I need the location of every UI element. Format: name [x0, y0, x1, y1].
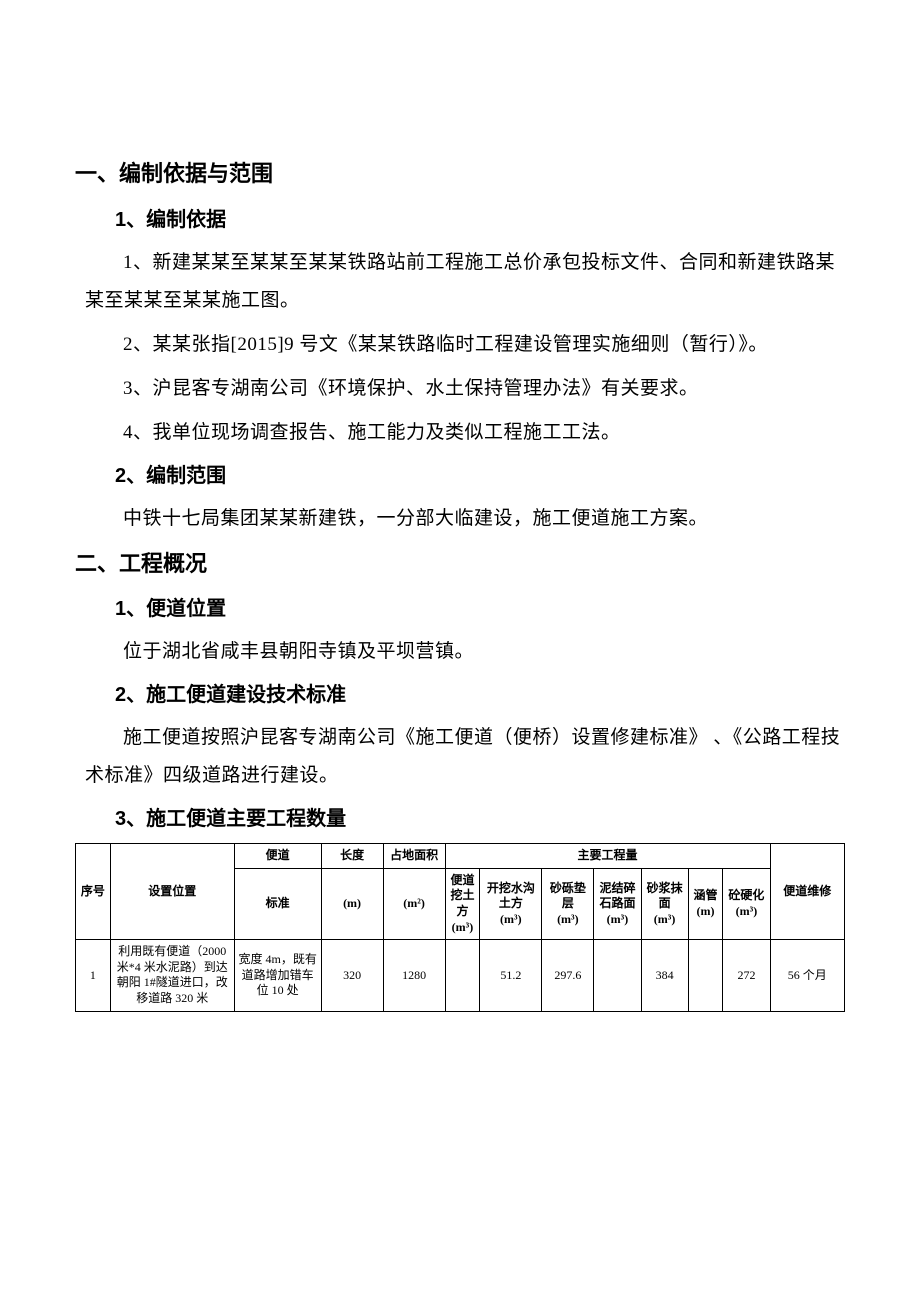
- cell-maintenance: 56 个月: [770, 940, 845, 1011]
- th-standard: 标准: [234, 868, 321, 939]
- cell-standard: 宽度 4m，既有道路增加错车位 10 处: [234, 940, 321, 1011]
- quantity-table: 序号 设置位置 便道 长度 占地面积 主要工程量 便道维修 标准 (m) (m²…: [75, 843, 845, 1011]
- cell-length: 320: [321, 940, 383, 1011]
- th-road: 便道: [234, 844, 321, 869]
- section1-sub1-item3: 3、沪昆客专湖南公司《环境保护、水土保持管理办法》有关要求。: [85, 370, 845, 408]
- section1-sub1-title: 1、编制依据: [115, 202, 845, 238]
- cell-location: 利用既有便道（2000 米*4 米水泥路）到达朝阳 1#隧道进口，改移道路 32…: [110, 940, 234, 1011]
- table-row: 1 利用既有便道（2000 米*4 米水泥路）到达朝阳 1#隧道进口，改移道路 …: [76, 940, 845, 1011]
- section1-sub2-title: 2、编制范围: [115, 458, 845, 494]
- cell-mortar: 384: [641, 940, 688, 1011]
- section2-sub2-title: 2、施工便道建设技术标准: [115, 677, 845, 713]
- cell-seq: 1: [76, 940, 111, 1011]
- cell-excavate: [445, 940, 480, 1011]
- section1-sub1-item1: 1、新建某某至某某至某某铁路站前工程施工总价承包投标文件、合同和新建铁路某某至某…: [85, 244, 845, 320]
- th-excavate: 便道挖土方(m³): [445, 868, 480, 939]
- th-area-unit: (m²): [383, 868, 445, 939]
- th-ditch: 开挖水沟土方(m³): [480, 868, 542, 939]
- cell-mud: [594, 940, 641, 1011]
- section1-sub2-para: 中铁十七局集团某某新建铁，一分部大临建设，施工便道施工方案。: [85, 500, 845, 538]
- th-culvert: 涵管(m): [688, 868, 723, 939]
- th-length-unit: (m): [321, 868, 383, 939]
- th-maintenance: 便道维修: [770, 844, 845, 940]
- th-mud: 泥结碎石路面(m³): [594, 868, 641, 939]
- th-seq: 序号: [76, 844, 111, 940]
- cell-culvert: [688, 940, 723, 1011]
- th-mainqty: 主要工程量: [445, 844, 770, 869]
- cell-gravel: 297.6: [542, 940, 594, 1011]
- section2-sub1-title: 1、便道位置: [115, 591, 845, 627]
- section2-title: 二、工程概况: [75, 544, 845, 584]
- th-harden: 砼硬化(m³): [723, 868, 770, 939]
- cell-area: 1280: [383, 940, 445, 1011]
- section1-sub1-item4: 4、我单位现场调查报告、施工能力及类似工程施工工法。: [85, 414, 845, 452]
- th-area: 占地面积: [383, 844, 445, 869]
- section2-sub1-para: 位于湖北省咸丰县朝阳寺镇及平坝营镇。: [85, 633, 845, 671]
- section2-sub2-para: 施工便道按照沪昆客专湖南公司《施工便道（便桥）设置修建标准》 、《公路工程技术标…: [85, 719, 845, 795]
- th-location: 设置位置: [110, 844, 234, 940]
- section2-sub3-title: 3、施工便道主要工程数量: [115, 801, 845, 837]
- th-length: 长度: [321, 844, 383, 869]
- table-header-row1: 序号 设置位置 便道 长度 占地面积 主要工程量 便道维修: [76, 844, 845, 869]
- section1-title: 一、编制依据与范围: [75, 154, 845, 194]
- section1-sub1-item2: 2、某某张指[2015]9 号文《某某铁路临时工程建设管理实施细则（暂行）》。: [85, 326, 845, 364]
- cell-ditch: 51.2: [480, 940, 542, 1011]
- th-mortar: 砂浆抹面(m³): [641, 868, 688, 939]
- th-gravel: 砂砾垫层(m³): [542, 868, 594, 939]
- cell-harden: 272: [723, 940, 770, 1011]
